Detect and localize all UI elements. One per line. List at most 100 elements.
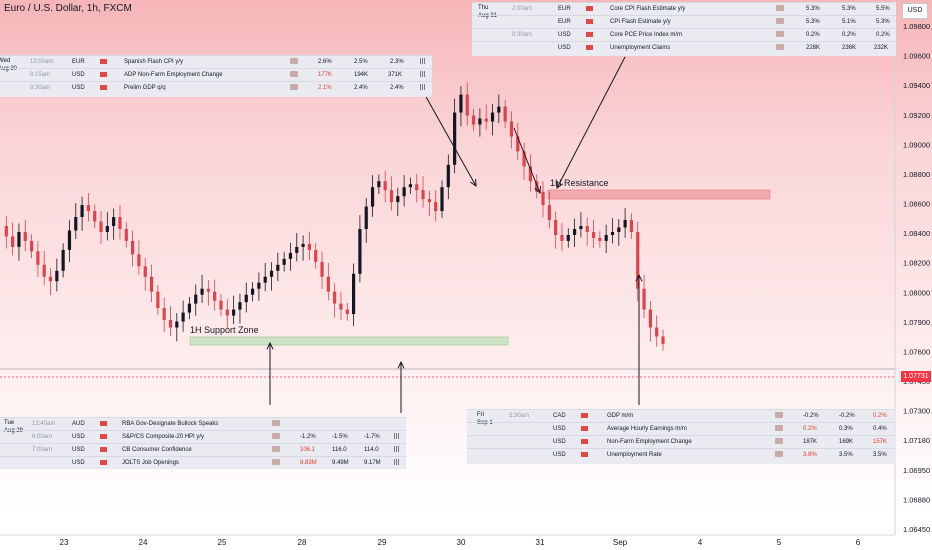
event-detail-icon[interactable]	[776, 5, 784, 12]
flag-icon	[100, 58, 107, 64]
bar-chart-icon[interactable]	[420, 84, 426, 91]
candle-body	[23, 231, 27, 241]
event-detail-icon[interactable]	[775, 438, 783, 445]
event-currency: USD	[72, 72, 85, 78]
event-title: Average Hourly Earnings m/m	[607, 426, 687, 432]
calendar-row[interactable]: USD JOLTS Job Openings 8.83M 9.49M 9.17M	[0, 456, 406, 470]
event-title: Core PCE Price Index m/m	[610, 32, 683, 38]
candle-body	[42, 264, 46, 277]
event-detail-icon[interactable]	[272, 433, 280, 440]
candle-body	[320, 261, 324, 277]
calendar-row[interactable]: EUR CPI Flash Estimate y/y 5.3% 5.1% 5.3…	[472, 15, 896, 29]
candle-body	[383, 181, 387, 191]
event-currency: CAD	[553, 413, 566, 419]
flag-icon	[586, 5, 593, 11]
bar-chart-icon[interactable]	[420, 58, 426, 65]
calendar-row[interactable]: 8:30am USD Core PCE Price Index m/m 0.2%…	[472, 28, 896, 42]
candle-body	[642, 288, 646, 310]
event-actual: 187K	[803, 439, 818, 445]
calendar-date: Aug 29	[4, 428, 24, 434]
candle-body	[434, 202, 438, 212]
calendar-row[interactable]: USD Unemployment Rate 3.8% 3.5% 3.5%	[467, 448, 895, 462]
event-detail-icon[interactable]	[776, 44, 784, 51]
candle-body	[604, 234, 608, 241]
event-currency: USD	[558, 32, 571, 38]
event-forecast: 236K	[842, 45, 857, 51]
candle-body	[156, 291, 160, 309]
event-detail-icon[interactable]	[290, 71, 298, 78]
flag-icon	[100, 433, 107, 439]
support-zone	[189, 336, 509, 346]
flag-icon	[100, 459, 107, 465]
candle-body	[585, 226, 589, 232]
event-previous: 9.17M	[364, 460, 381, 466]
event-title: Non-Farm Employment Change	[607, 439, 692, 445]
calendar-row[interactable]: 7:00am USD CB Consumer Confidence 106.1 …	[0, 443, 406, 457]
event-detail-icon[interactable]	[775, 425, 783, 432]
event-actual: 5.3%	[806, 6, 820, 12]
event-forecast: -0.2%	[839, 413, 855, 419]
calendar-row[interactable]: USD Unemployment Claims 228K 236K 232K	[472, 41, 896, 55]
resistance-zone-label: 1H Resistance	[550, 178, 609, 188]
bar-chart-icon[interactable]	[394, 446, 400, 453]
event-actual: 0.2%	[803, 426, 817, 432]
candle-body	[541, 191, 545, 206]
calendar-day: Thu	[478, 5, 489, 11]
calendar-row[interactable]: 12:00am EUR Spanish Flash CPI y/y 2.6% 2…	[0, 55, 432, 69]
candle-body	[225, 309, 229, 316]
candle-body	[560, 234, 564, 241]
candle-body	[655, 327, 659, 337]
candle-body	[516, 136, 520, 152]
event-forecast: -1.5%	[332, 434, 348, 440]
bar-chart-icon[interactable]	[394, 459, 400, 466]
event-previous: 232K	[874, 45, 889, 51]
event-forecast: 5.1%	[842, 19, 856, 25]
candle-body	[4, 226, 8, 237]
event-detail-icon[interactable]	[776, 31, 784, 38]
bar-chart-icon[interactable]	[420, 71, 426, 78]
event-detail-icon[interactable]	[272, 446, 280, 453]
event-detail-icon[interactable]	[290, 58, 298, 65]
candle-body	[118, 217, 122, 229]
event-actual: 228K	[806, 45, 821, 51]
calendar-row[interactable]: 8:30am USD Prelim GDP q/q 2.1% 2.4% 2.4%	[0, 81, 432, 95]
candle-body	[162, 308, 166, 321]
calendar-row[interactable]: 8:15am USD ADP Non-Farm Employment Chang…	[0, 68, 432, 82]
event-actual: 177K	[318, 72, 333, 78]
event-detail-icon[interactable]	[290, 84, 298, 91]
event-actual: 106.1	[300, 447, 316, 453]
candle-body	[48, 276, 53, 282]
event-currency: AUD	[72, 421, 85, 427]
calendar-row[interactable]: USD Non-Farm Employment Change 187K 169K…	[467, 435, 895, 449]
y-tick-label: 1.09600	[903, 52, 930, 61]
candle-body	[484, 118, 488, 122]
event-currency: USD	[72, 460, 85, 466]
annotation-arrowhead	[556, 180, 563, 190]
event-previous: 2.4%	[390, 85, 404, 91]
candle-body	[86, 205, 90, 212]
currency-button[interactable]: USD	[902, 3, 928, 19]
event-currency: USD	[553, 426, 566, 432]
event-forecast: 0.2%	[842, 32, 856, 38]
event-detail-icon[interactable]	[272, 420, 280, 427]
candle-body	[326, 276, 330, 292]
y-tick-label: 1.06450	[903, 525, 930, 534]
event-detail-icon[interactable]	[775, 451, 783, 458]
calendar-row[interactable]: 6:00am USD S&P/CS Composite-20 HPI y/y -…	[0, 430, 406, 444]
calendar-row[interactable]: 5:30am CAD GDP m/m -0.2% -0.2% 0.2%	[467, 409, 895, 423]
event-detail-icon[interactable]	[775, 412, 783, 419]
flag-icon	[581, 438, 588, 444]
x-tick-label: 31	[536, 538, 545, 547]
candle-body	[295, 246, 299, 253]
event-time: 8:15am	[30, 72, 51, 78]
calendar-row[interactable]: USD Average Hourly Earnings m/m 0.2% 0.3…	[467, 422, 895, 436]
event-detail-icon[interactable]	[776, 18, 784, 25]
event-detail-icon[interactable]	[272, 459, 280, 466]
calendar-row[interactable]: 2:00am EUR Core CPI Flash Estimate y/y 5…	[472, 2, 896, 16]
calendar-row[interactable]: 12:40am AUD RBA Gov-Designate Bullock Sp…	[0, 417, 406, 431]
candle-body	[402, 187, 406, 197]
event-previous: 3.5%	[873, 452, 887, 458]
bar-chart-icon[interactable]	[394, 433, 400, 440]
